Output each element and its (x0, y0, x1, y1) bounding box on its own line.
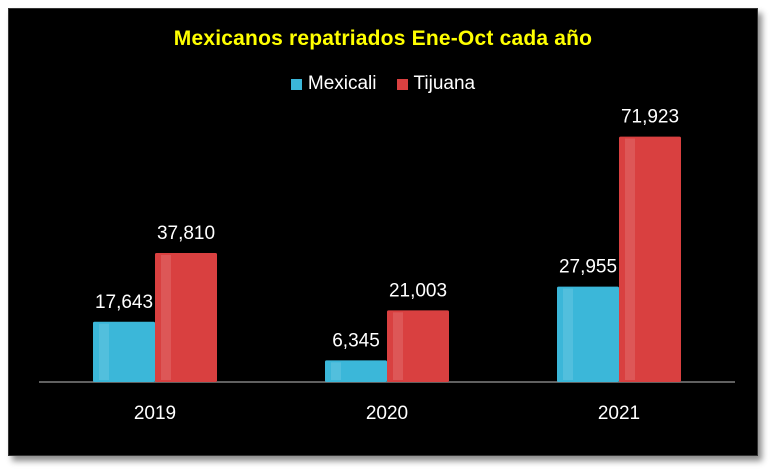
legend-item-tijuana: Tijuana (396, 73, 476, 95)
bar-tijuana-2019 (155, 252, 217, 382)
chart-frame: Mexicanos repatriados Ene-Oct cada año M… (8, 8, 758, 456)
legend-label-tijuana: Tijuana (413, 73, 476, 94)
legend-swatch-tijuana (396, 78, 408, 90)
bar-highlight-mexicali-2020 (331, 362, 341, 380)
x-tick-label-2019: 2019 (134, 403, 176, 424)
data-label-mexicali-2021: 27,955 (559, 257, 617, 278)
data-label-tijuana-2021: 71,923 (621, 107, 679, 128)
data-label-tijuana-2020: 21,003 (389, 280, 447, 301)
legend-swatch-mexicali (290, 78, 302, 90)
bar-highlight-mexicali-2019 (99, 323, 109, 380)
bar-shade-mexicali-2020 (382, 360, 387, 382)
bar-tijuana-2020 (387, 310, 449, 382)
x-tick-label-2021: 2021 (598, 403, 640, 424)
bar-highlight-tijuana-2020 (393, 312, 403, 380)
x-tick-label-2020: 2020 (366, 403, 408, 424)
bar-shade-tijuana-2021 (676, 136, 681, 382)
bar-shade-mexicali-2019 (150, 321, 155, 382)
bar-highlight-mexicali-2021 (563, 288, 573, 380)
bar-mexicali-2019 (93, 321, 155, 382)
bar-mexicali-2020 (325, 360, 387, 382)
bar-shade-tijuana-2020 (444, 310, 449, 382)
bar-highlight-tijuana-2019 (161, 254, 171, 380)
chart-legend: Mexicali Tijuana (9, 73, 757, 95)
data-label-mexicali-2019: 17,643 (95, 292, 153, 313)
data-label-tijuana-2019: 37,810 (157, 223, 215, 244)
legend-item-mexicali: Mexicali (290, 73, 377, 95)
legend-label-mexicali: Mexicali (307, 73, 377, 94)
bar-mexicali-2021 (557, 286, 619, 382)
bar-highlight-tijuana-2021 (625, 138, 635, 380)
chart-title: Mexicanos repatriados Ene-Oct cada año (173, 27, 593, 50)
bar-shade-mexicali-2021 (614, 286, 619, 382)
bar-tijuana-2021 (619, 136, 681, 382)
bar-shade-tijuana-2019 (212, 252, 217, 382)
data-label-mexicali-2020: 6,345 (332, 330, 380, 351)
